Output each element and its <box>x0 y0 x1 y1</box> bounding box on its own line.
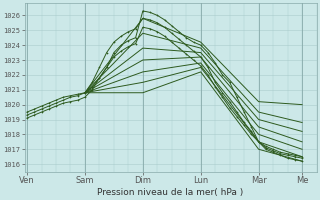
X-axis label: Pression niveau de la mer( hPa ): Pression niveau de la mer( hPa ) <box>98 188 244 197</box>
